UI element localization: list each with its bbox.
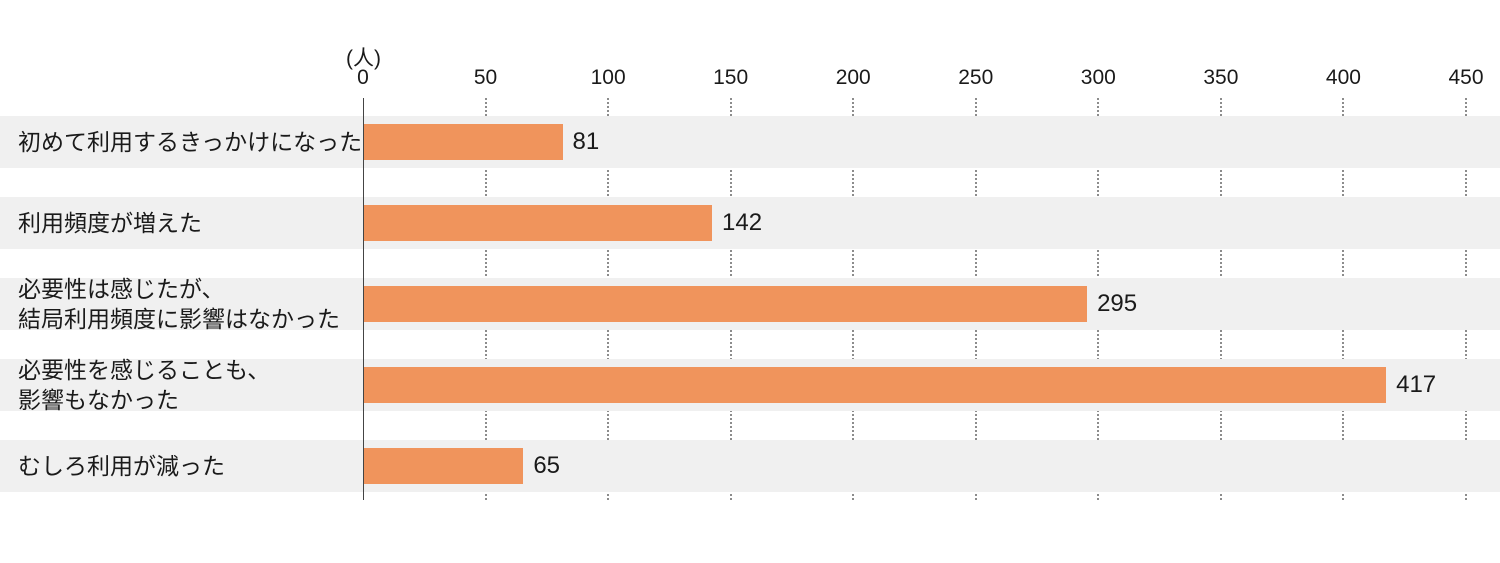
bar-value-label: 81 — [572, 128, 600, 155]
x-axis-tick-label: 300 — [1080, 66, 1116, 89]
x-axis-tick-label: 50 — [473, 66, 498, 89]
category-label: 利用頻度が増えた — [18, 210, 202, 236]
category-label: 必要性は感じたが、 結局利用頻度に影響はなかった — [18, 276, 340, 332]
category-label: 初めて利用するきっかけになった — [18, 129, 363, 155]
x-axis-tick-label: 0 — [357, 66, 369, 89]
x-axis-tick-label: 250 — [958, 66, 994, 89]
bar — [364, 205, 713, 241]
zero-axis-line — [363, 98, 364, 500]
bar-value-label: 65 — [533, 452, 561, 479]
row-band — [0, 116, 1500, 168]
bar — [364, 286, 1088, 322]
x-axis-tick-label: 100 — [590, 66, 626, 89]
x-axis-tick-label: 450 — [1448, 66, 1484, 89]
axis-unit-label: (人) — [346, 47, 381, 70]
bar-value-label: 295 — [1097, 290, 1138, 317]
bar-value-label: 142 — [722, 209, 763, 236]
bar — [364, 124, 563, 160]
x-axis-tick-label: 400 — [1325, 66, 1361, 89]
x-axis-tick-label: 200 — [835, 66, 871, 89]
row-band — [0, 440, 1500, 492]
bar — [364, 448, 524, 484]
x-axis-tick-label: 350 — [1203, 66, 1239, 89]
x-axis-tick-label: 150 — [713, 66, 749, 89]
category-label: むしろ利用が減った — [18, 453, 225, 479]
bar — [364, 367, 1387, 403]
bar-value-label: 417 — [1396, 371, 1437, 398]
category-label: 必要性を感じることも、 影響もなかった — [18, 357, 271, 413]
row-band — [0, 197, 1500, 249]
